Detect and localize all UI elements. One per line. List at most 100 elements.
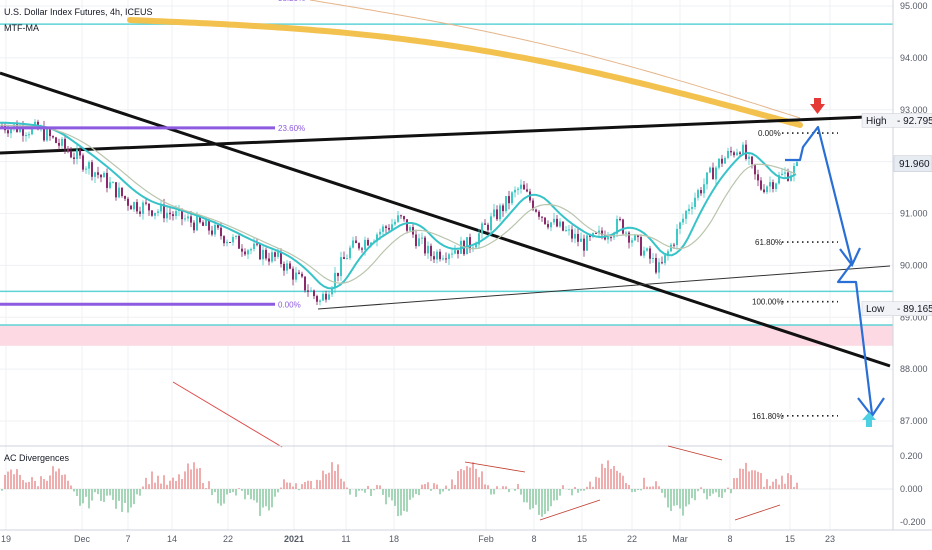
- candle-body: [292, 268, 294, 280]
- candle-body: [583, 238, 585, 251]
- price-tag-value: - 92.795: [897, 116, 932, 127]
- candle-body: [25, 134, 27, 136]
- candle-body: [751, 156, 753, 165]
- candle-body: [376, 234, 378, 242]
- candle-body: [133, 202, 135, 210]
- candle-body: [526, 189, 528, 192]
- fib-label: 61.80%: [755, 238, 782, 247]
- candle-body: [535, 209, 537, 212]
- price-label: 93.000: [900, 105, 928, 115]
- candle-body: [49, 129, 51, 137]
- upper-trend-line[interactable]: [0, 114, 891, 155]
- candle-body: [505, 196, 507, 212]
- candle-body: [652, 258, 654, 260]
- candle-body: [787, 172, 789, 181]
- candle-body: [316, 296, 318, 302]
- candle-body: [163, 204, 165, 219]
- candle-body: [184, 218, 186, 220]
- fib-label: 161.80%: [752, 412, 784, 421]
- candle-body: [544, 217, 546, 225]
- candle-body: [52, 136, 54, 138]
- candle-body: [124, 195, 126, 199]
- candle-body: [754, 164, 756, 175]
- candle-body: [349, 247, 351, 259]
- candle-body: [430, 245, 432, 257]
- candle-body: [682, 218, 684, 223]
- candle-body: [661, 262, 663, 264]
- candle-body: [595, 232, 597, 234]
- candle-body: [796, 162, 798, 167]
- candle-body: [640, 237, 642, 256]
- candle-body: [166, 212, 168, 219]
- candle-body: [304, 276, 306, 291]
- time-label: 18: [389, 534, 399, 544]
- candle-body: [115, 182, 117, 198]
- candle-body: [619, 218, 621, 220]
- candle-body: [361, 248, 363, 250]
- candle-body: [475, 244, 477, 248]
- price-label: 87.000: [900, 416, 928, 426]
- candle-body: [250, 249, 252, 251]
- candle-body: [688, 208, 690, 212]
- candle-body: [589, 235, 591, 237]
- candle-body: [160, 204, 162, 212]
- candle-body: [31, 126, 33, 135]
- candle-body: [676, 228, 678, 246]
- candle-body: [667, 251, 669, 256]
- candle-body: [22, 126, 24, 136]
- price-scale[interactable]: 95.00094.00093.00092.00091.00090.00089.0…: [900, 1, 928, 426]
- candle-body: [139, 211, 141, 214]
- candle-body: [142, 202, 144, 214]
- candle-body: [82, 155, 84, 170]
- candle-body: [58, 142, 60, 146]
- candle-body: [91, 162, 93, 177]
- price-label: 91.000: [900, 209, 928, 219]
- time-label: 7: [125, 534, 130, 544]
- candle-body: [721, 158, 723, 164]
- candle-body: [718, 158, 720, 168]
- oscillator-scale[interactable]: 0.200 0.000 -0.200: [900, 451, 926, 527]
- fib-label: 38.20%: [278, 0, 305, 3]
- candle-body: [259, 243, 261, 260]
- candle-body: [88, 162, 90, 169]
- candle-body: [553, 218, 555, 223]
- candle-body: [340, 257, 342, 277]
- time-label: 2021: [284, 534, 304, 544]
- time-label: 8: [531, 534, 536, 544]
- candle-body: [148, 203, 150, 211]
- candle-body: [772, 182, 774, 189]
- candle-body: [223, 236, 225, 244]
- candle-body: [211, 230, 213, 235]
- candle-body: [46, 129, 48, 141]
- candle-body: [70, 151, 72, 158]
- candle-body: [313, 290, 315, 297]
- up-arrow-icon: [862, 412, 876, 427]
- price-label: 95.000: [900, 1, 928, 11]
- lower-channel-line[interactable]: [317, 265, 891, 310]
- candle-body: [490, 216, 492, 231]
- candle-body: [487, 224, 489, 231]
- candle-body: [271, 252, 273, 262]
- candle-body: [628, 232, 630, 243]
- candle-body: [130, 205, 132, 210]
- candle-body: [43, 126, 45, 141]
- candle-body: [484, 223, 486, 225]
- price-label: 90.000: [900, 260, 928, 270]
- candle-body: [187, 216, 189, 219]
- candle-body: [307, 290, 309, 292]
- down-arrow-icon: [810, 98, 825, 114]
- candle-body: [394, 221, 396, 225]
- long-moving-average-thin: [309, 0, 801, 119]
- candle-body: [742, 144, 744, 154]
- candle-body: [400, 215, 402, 217]
- candle-body: [634, 235, 636, 241]
- downtrend-line[interactable]: [0, 71, 891, 368]
- time-axis[interactable]: 19 Dec 7 14 22 2021 11 18 Feb 8 15 22 Mar 8 15 23: [1, 534, 835, 544]
- candle-body: [616, 218, 618, 234]
- candle-body: [301, 273, 303, 277]
- candle-body: [700, 190, 702, 194]
- candle-body: [451, 253, 453, 255]
- time-label: 8: [727, 534, 732, 544]
